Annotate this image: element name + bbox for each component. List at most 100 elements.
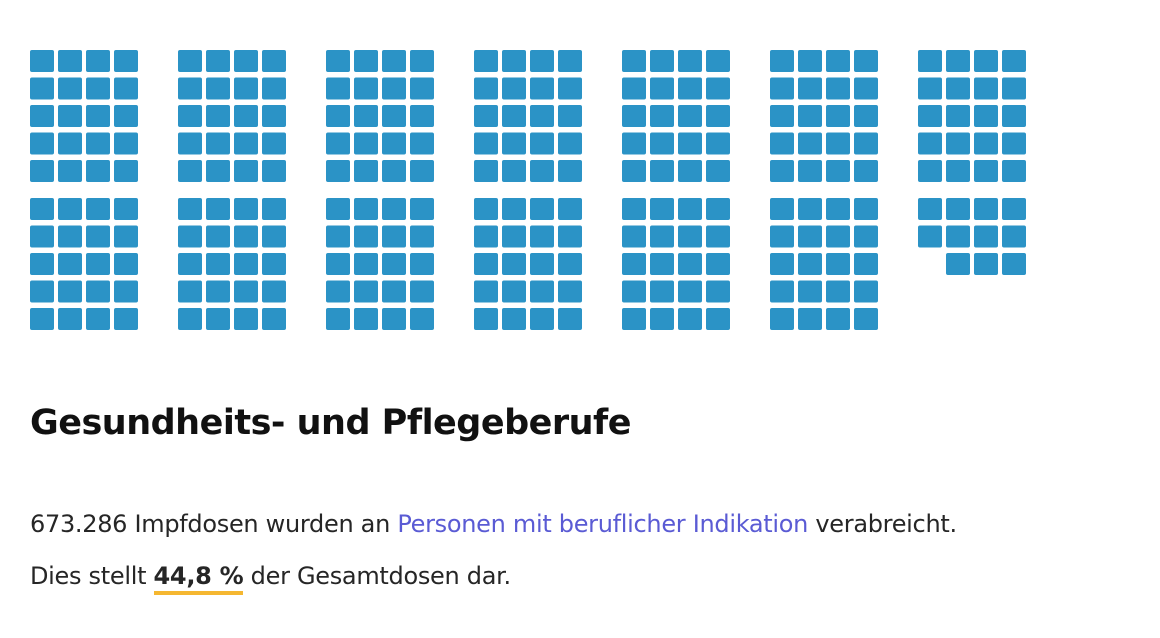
chart-title: Gesundheits- und Pflegeberufe	[30, 403, 632, 443]
waffle-square	[30, 160, 54, 182]
waffle-square	[946, 225, 970, 248]
waffle-square	[326, 198, 350, 220]
chart-description: 673.286 Impfdosen wurden an Personen mit…	[30, 498, 1140, 602]
waffle-square	[798, 225, 822, 248]
waffle-square	[650, 280, 674, 303]
waffle-square	[854, 105, 878, 127]
waffle-square	[86, 105, 110, 127]
waffle-square	[1002, 105, 1026, 127]
waffle-square	[114, 132, 138, 155]
waffle-square	[770, 280, 794, 303]
waffle-square	[826, 105, 850, 127]
waffle-square	[58, 280, 82, 303]
waffle-square	[178, 253, 202, 275]
waffle-square	[234, 105, 258, 127]
dose-count: 673.286	[30, 510, 128, 538]
waffle-square	[30, 225, 54, 248]
waffle-square	[30, 253, 54, 275]
waffle-square	[678, 280, 702, 303]
waffle-square	[946, 77, 970, 100]
waffle-square	[114, 253, 138, 275]
waffle-square	[114, 160, 138, 182]
waffle-square	[234, 225, 258, 248]
waffle-square	[58, 105, 82, 127]
waffle-square	[178, 198, 202, 220]
waffle-square	[854, 225, 878, 248]
waffle-square	[918, 105, 942, 127]
waffle-square	[826, 253, 850, 275]
waffle-square	[622, 160, 646, 182]
waffle-square	[206, 132, 230, 155]
waffle-square	[622, 77, 646, 100]
waffle-square	[354, 105, 378, 127]
waffle-square	[58, 77, 82, 100]
waffle-square	[178, 105, 202, 127]
waffle-square	[474, 160, 498, 182]
waffle-square	[530, 308, 554, 330]
waffle-square	[946, 132, 970, 155]
waffle-square	[30, 308, 54, 330]
waffle-square	[114, 198, 138, 220]
waffle-square	[826, 308, 850, 330]
waffle-square	[354, 280, 378, 303]
waffle-square	[826, 132, 850, 155]
waffle-square	[58, 198, 82, 220]
waffle-square	[854, 132, 878, 155]
waffle-square	[622, 308, 646, 330]
waffle-square	[326, 105, 350, 127]
waffle-square	[326, 308, 350, 330]
waffle-square	[30, 280, 54, 303]
waffle-square	[502, 77, 526, 100]
waffle-square	[474, 225, 498, 248]
waffle-square	[650, 105, 674, 127]
waffle-square	[354, 198, 378, 220]
waffle-square	[770, 225, 794, 248]
waffle-square	[354, 253, 378, 275]
waffle-square	[854, 253, 878, 275]
waffle-square	[234, 77, 258, 100]
waffle-square	[530, 280, 554, 303]
waffle-square	[206, 198, 230, 220]
waffle-square	[826, 280, 850, 303]
waffle-square	[798, 132, 822, 155]
waffle-square	[474, 132, 498, 155]
waffle-square	[326, 132, 350, 155]
waffle-square	[410, 253, 434, 275]
description-text-3: Dies stellt	[30, 562, 154, 590]
waffle-square	[678, 160, 702, 182]
waffle-square	[262, 160, 286, 182]
waffle-square	[58, 132, 82, 155]
waffle-square	[114, 308, 138, 330]
waffle-square	[206, 308, 230, 330]
waffle-square	[30, 132, 54, 155]
waffle-square	[706, 280, 730, 303]
waffle-square	[410, 198, 434, 220]
waffle-square	[502, 308, 526, 330]
waffle-square	[326, 160, 350, 182]
waffle-square	[58, 225, 82, 248]
waffle-square	[530, 105, 554, 127]
waffle-square	[326, 77, 350, 100]
waffle-square	[974, 50, 998, 72]
waffle-square	[178, 225, 202, 248]
waffle-square	[854, 160, 878, 182]
waffle-square	[1002, 225, 1026, 248]
waffle-square	[58, 308, 82, 330]
waffle-square	[974, 132, 998, 155]
occupational-indication-link[interactable]: Personen mit beruflicher Indikation	[397, 510, 809, 538]
waffle-square	[650, 160, 674, 182]
percent-value: 44,8 %	[153, 562, 244, 595]
description-text-4: der Gesamtdosen dar.	[243, 562, 511, 590]
waffle-square	[502, 160, 526, 182]
waffle-square	[234, 160, 258, 182]
waffle-square	[114, 105, 138, 127]
description-text-1: Impfdosen wurden an	[127, 510, 398, 538]
waffle-square	[262, 132, 286, 155]
waffle-square	[30, 105, 54, 127]
waffle-square	[410, 50, 434, 72]
waffle-square	[678, 225, 702, 248]
waffle-square	[530, 160, 554, 182]
waffle-square	[326, 280, 350, 303]
waffle-square	[262, 308, 286, 330]
waffle-square	[474, 253, 498, 275]
